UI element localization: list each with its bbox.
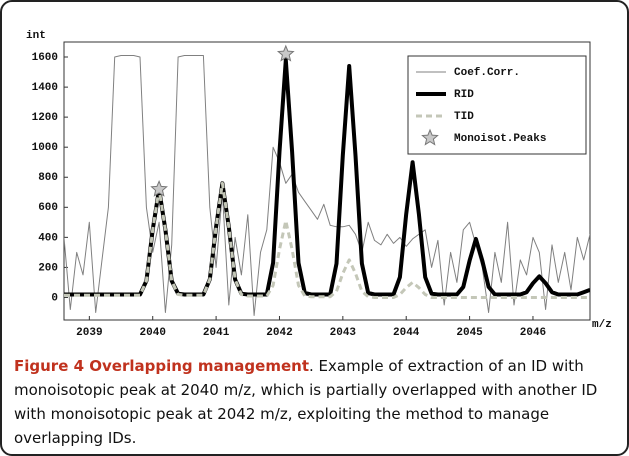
y-tick-label: 1600 (32, 52, 58, 64)
x-tick-label: 2042 (266, 327, 292, 339)
y-tick-label: 600 (38, 202, 58, 214)
y-tick-label: 1400 (32, 82, 58, 94)
caption-text: . Example of extraction of an ID with mo… (14, 357, 598, 447)
chart: int m/z 0 200 400 600 800 1000 1200 1400 1600 203… (26, 30, 612, 339)
legend-label: Coef.Corr. (454, 67, 520, 79)
y-tick-label: 1000 (32, 142, 58, 154)
legend-label: Monoisot.Peaks (454, 133, 546, 145)
legend-marker (421, 128, 439, 146)
x-tick-label: 2039 (76, 327, 102, 339)
y-tick-label: 0 (51, 292, 58, 304)
legend-label: RID (454, 89, 474, 101)
y-tick-label: 1200 (32, 112, 58, 124)
x-tick-label: 2043 (330, 327, 357, 339)
x-tick-label: 2044 (393, 327, 420, 339)
x-tick-label: 2040 (140, 327, 166, 339)
y-axis-label: int (26, 30, 46, 42)
x-tick-label: 2045 (456, 327, 483, 339)
marker (150, 180, 168, 197)
legend-label: TID (454, 111, 474, 123)
caption: Figure 4 Overlapping management. Example… (14, 354, 619, 450)
x-axis-label: m/z (592, 319, 612, 331)
y-tick-label: 200 (38, 262, 58, 274)
y-tick-label: 800 (38, 172, 58, 184)
y-tick-label: 400 (38, 232, 58, 244)
series-line (64, 181, 590, 299)
marker (276, 44, 295, 62)
x-tick-label: 2041 (203, 327, 230, 339)
caption-title: Figure 4 Overlapping management (14, 357, 309, 375)
x-tick-label: 2046 (520, 327, 546, 339)
